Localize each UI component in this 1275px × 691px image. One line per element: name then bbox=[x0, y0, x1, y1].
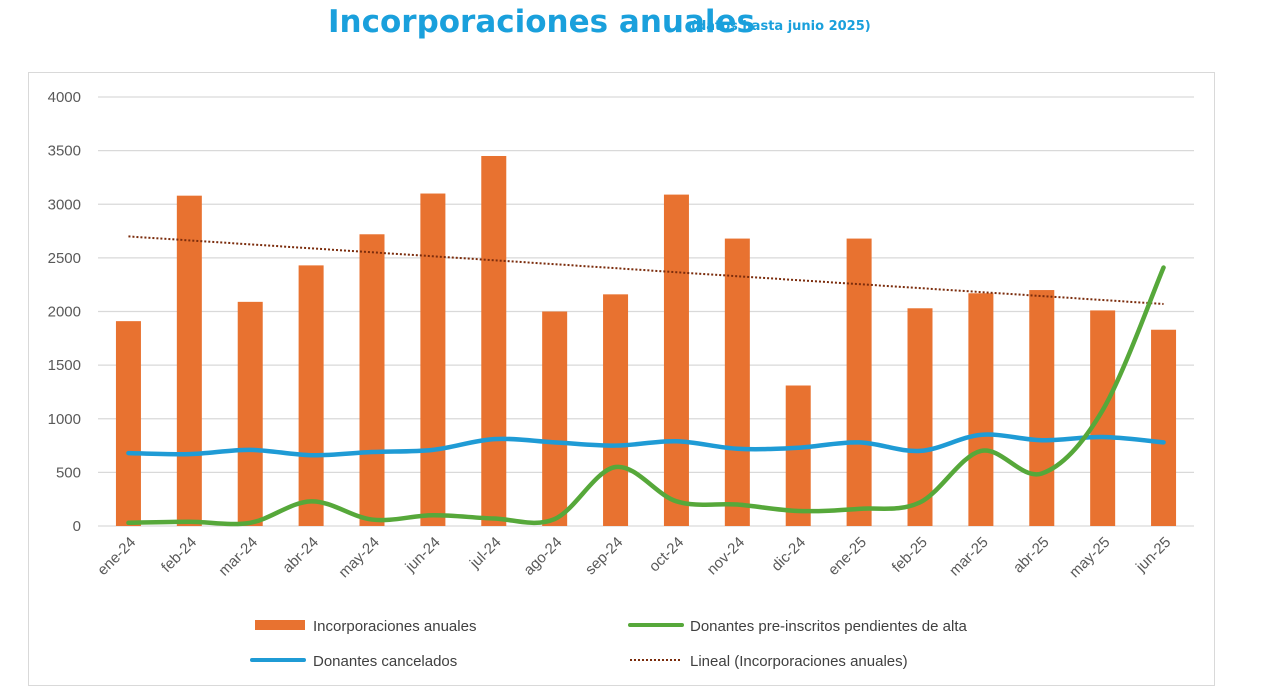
x-tick-label: ago-24 bbox=[520, 534, 565, 579]
y-tick-label: 4000 bbox=[48, 89, 81, 106]
x-tick-label: may-25 bbox=[1066, 534, 1113, 581]
x-tick-label: dic-24 bbox=[768, 534, 809, 575]
line-donantes-pre-inscritos bbox=[126, 265, 1166, 527]
x-axis-ticks: ene-24 feb-24 mar-24 abr-24 may-24 jun-24 jul-… bbox=[94, 534, 1174, 581]
legend-label-green: Donantes pre-inscritos pendientes de alt… bbox=[690, 618, 967, 635]
x-tick-label: nov-24 bbox=[704, 534, 748, 578]
chart-frame bbox=[28, 72, 1215, 686]
x-tick-label: oct-24 bbox=[646, 534, 688, 576]
y-tick-label: 3000 bbox=[48, 196, 81, 213]
bar bbox=[603, 294, 629, 526]
y-axis-ticks: 0 500 1000 1500 2000 2500 3000 3500 4000 bbox=[48, 89, 81, 535]
bar bbox=[237, 301, 263, 526]
legend: Incorporaciones anuales Donantes pre-ins… bbox=[250, 618, 967, 670]
bar bbox=[1090, 310, 1116, 526]
trendline bbox=[128, 235, 1164, 305]
bar bbox=[907, 308, 933, 526]
y-tick-label: 2000 bbox=[48, 304, 81, 321]
x-tick-label: abr-24 bbox=[279, 534, 322, 577]
legend-swatch-bar bbox=[255, 620, 305, 630]
line-series bbox=[126, 235, 1166, 527]
y-tick-label: 500 bbox=[56, 464, 81, 481]
bar bbox=[663, 194, 689, 526]
x-tick-label: ene-25 bbox=[825, 534, 870, 579]
x-tick-label: may-24 bbox=[335, 534, 382, 581]
bar bbox=[1151, 329, 1177, 526]
y-tick-label: 3500 bbox=[48, 143, 81, 160]
x-tick-label: ene-24 bbox=[94, 534, 139, 579]
x-tick-label: feb-25 bbox=[889, 534, 931, 576]
bar bbox=[724, 238, 750, 526]
bar bbox=[176, 195, 202, 527]
chart-title: Incorporaciones anuales bbox=[328, 4, 755, 40]
y-tick-label: 2500 bbox=[48, 250, 81, 267]
legend-label-blue: Donantes cancelados bbox=[313, 653, 457, 670]
bar bbox=[115, 321, 141, 526]
x-tick-label: mar-25 bbox=[946, 534, 992, 580]
bar bbox=[481, 155, 507, 527]
x-tick-label: abr-25 bbox=[1010, 534, 1053, 577]
bar bbox=[785, 385, 811, 526]
x-tick-label: feb-24 bbox=[158, 534, 200, 576]
bar bbox=[298, 265, 324, 526]
legend-label-trend: Lineal (Incorporaciones anuales) bbox=[690, 653, 908, 670]
bar bbox=[359, 234, 385, 526]
bar-series bbox=[115, 155, 1177, 527]
y-tick-label: 1000 bbox=[48, 411, 81, 428]
bar bbox=[1029, 290, 1055, 526]
y-tick-label: 1500 bbox=[48, 357, 81, 374]
x-tick-label: jul-24 bbox=[466, 534, 505, 573]
bar bbox=[846, 238, 872, 526]
bar bbox=[542, 311, 568, 526]
x-tick-label: jun-25 bbox=[1132, 534, 1174, 576]
x-tick-label: sep-24 bbox=[582, 534, 626, 578]
y-tick-label: 0 bbox=[73, 518, 81, 535]
bar bbox=[968, 293, 994, 526]
chart-subtitle: (datos hasta junio 2025) bbox=[691, 19, 871, 34]
x-tick-label: mar-24 bbox=[215, 534, 261, 580]
gridlines bbox=[98, 96, 1194, 527]
legend-label-bar: Incorporaciones anuales bbox=[313, 618, 476, 635]
bar bbox=[420, 193, 446, 526]
line-donantes-cancelados bbox=[126, 432, 1166, 458]
x-tick-label: jun-24 bbox=[402, 534, 444, 576]
